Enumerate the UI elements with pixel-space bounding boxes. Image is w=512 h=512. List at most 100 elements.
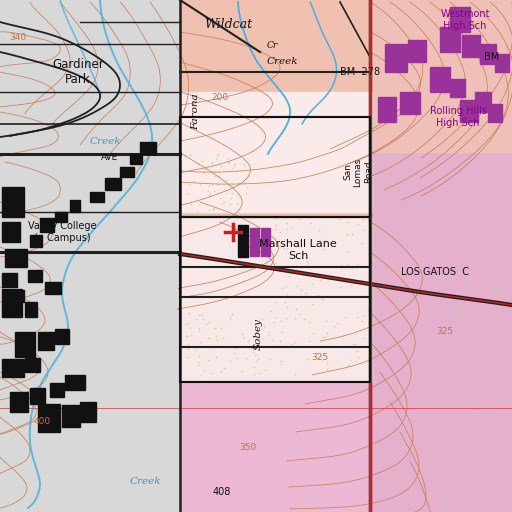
Bar [30, 388, 45, 404]
Point [195, 200, 203, 208]
Point [493, 286, 501, 294]
Point [445, 461, 454, 470]
Point [486, 401, 495, 410]
Point [437, 325, 445, 333]
Bar [28, 270, 42, 282]
Point [253, 329, 261, 337]
Point [201, 320, 209, 328]
Point [353, 313, 361, 322]
Point [486, 314, 495, 322]
Bar [45, 282, 61, 294]
Point [249, 348, 257, 356]
Text: 400: 400 [33, 417, 51, 426]
Point [282, 282, 290, 290]
Point [477, 293, 485, 302]
Bar [495, 54, 509, 72]
Bar [38, 332, 54, 350]
Point [231, 167, 240, 175]
Point [447, 367, 455, 375]
Point [254, 355, 262, 363]
Point [297, 241, 306, 249]
Point [275, 342, 284, 350]
Text: Farona: Farona [191, 94, 201, 131]
Point [301, 293, 309, 301]
Point [500, 395, 508, 403]
Point [454, 493, 462, 501]
Point [460, 294, 468, 303]
Bar [480, 44, 496, 64]
Point [343, 218, 351, 226]
Point [209, 205, 218, 213]
Point [507, 249, 512, 258]
Bar [2, 187, 24, 217]
Point [445, 479, 453, 487]
Bar [180, 92, 372, 212]
Point [295, 215, 303, 223]
Point [205, 182, 213, 190]
Point [344, 361, 352, 369]
Point [459, 310, 467, 318]
Point [187, 200, 195, 208]
Point [217, 161, 225, 169]
Point [220, 364, 228, 372]
Bar [430, 67, 450, 92]
Bar [250, 228, 259, 256]
Point [231, 160, 239, 168]
Point [211, 172, 219, 180]
Point [464, 249, 472, 257]
Point [276, 228, 284, 237]
Bar [488, 104, 502, 122]
Point [506, 360, 512, 369]
Point [333, 273, 342, 281]
Point [220, 198, 228, 206]
Point [501, 451, 509, 459]
Point [307, 219, 315, 227]
Point [242, 188, 250, 197]
Point [215, 180, 223, 188]
Point [484, 417, 492, 425]
Point [436, 437, 444, 445]
Point [267, 307, 275, 315]
Point [458, 245, 466, 253]
Point [265, 328, 273, 336]
Point [271, 221, 280, 229]
Point [323, 359, 331, 367]
Point [318, 357, 326, 365]
Point [319, 333, 327, 342]
Point [462, 470, 470, 478]
Point [464, 328, 473, 336]
Point [452, 387, 460, 395]
Point [474, 410, 482, 418]
Point [255, 369, 264, 377]
Point [204, 334, 212, 343]
Point [319, 295, 328, 303]
Point [492, 241, 500, 249]
Point [351, 340, 359, 348]
Text: 325: 325 [436, 328, 454, 336]
Point [437, 422, 445, 430]
Point [271, 214, 279, 222]
Point [447, 269, 456, 277]
Text: LOS GATOS  C: LOS GATOS C [401, 267, 469, 277]
Point [439, 297, 447, 306]
Point [359, 215, 368, 223]
Bar [180, 217, 372, 382]
Point [321, 333, 329, 341]
Point [288, 340, 296, 348]
Point [211, 167, 220, 176]
Point [464, 445, 473, 453]
Point [476, 257, 484, 265]
Point [238, 330, 246, 338]
Point [228, 189, 236, 198]
Point [200, 163, 208, 172]
Point [437, 425, 445, 434]
Point [201, 165, 209, 173]
Point [217, 324, 225, 332]
Point [367, 219, 375, 227]
Point [480, 368, 488, 376]
Point [440, 308, 449, 316]
Point [339, 332, 348, 340]
Point [450, 267, 458, 275]
Point [247, 344, 255, 352]
Point [471, 357, 479, 365]
